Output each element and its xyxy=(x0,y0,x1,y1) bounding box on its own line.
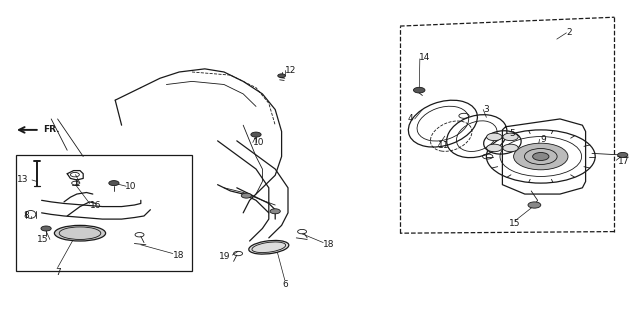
Bar xyxy=(16,155,192,271)
Text: 15: 15 xyxy=(509,219,521,228)
Circle shape xyxy=(486,144,502,152)
Text: FR.: FR. xyxy=(44,126,60,134)
Text: 19: 19 xyxy=(219,252,230,261)
Text: 11: 11 xyxy=(438,141,450,150)
Text: 18: 18 xyxy=(173,251,184,259)
Text: 10: 10 xyxy=(253,138,264,147)
Text: 2: 2 xyxy=(566,28,572,37)
Text: 5: 5 xyxy=(509,129,515,137)
Circle shape xyxy=(41,226,51,231)
Text: 4: 4 xyxy=(407,115,413,123)
Ellipse shape xyxy=(249,240,289,254)
Text: 18: 18 xyxy=(323,240,335,249)
Circle shape xyxy=(251,132,261,137)
Circle shape xyxy=(503,144,518,152)
Text: 14: 14 xyxy=(419,54,431,62)
Circle shape xyxy=(109,181,119,186)
Text: 8: 8 xyxy=(23,212,29,220)
Circle shape xyxy=(278,74,285,78)
Text: 16: 16 xyxy=(90,201,101,209)
Text: 17: 17 xyxy=(618,157,629,166)
Circle shape xyxy=(486,133,502,141)
Text: 13: 13 xyxy=(17,176,29,184)
Circle shape xyxy=(503,133,518,141)
Text: 9: 9 xyxy=(541,135,547,144)
Circle shape xyxy=(241,193,252,198)
Text: 10: 10 xyxy=(125,182,136,191)
Text: 12: 12 xyxy=(285,66,296,75)
Text: 1: 1 xyxy=(74,179,80,187)
Circle shape xyxy=(413,87,425,93)
Text: 7: 7 xyxy=(55,268,60,277)
Circle shape xyxy=(532,152,549,161)
Circle shape xyxy=(513,143,568,170)
Text: 15: 15 xyxy=(36,235,48,244)
Circle shape xyxy=(270,209,280,214)
Circle shape xyxy=(528,202,541,208)
Ellipse shape xyxy=(54,225,106,241)
Text: 6: 6 xyxy=(282,280,287,289)
Circle shape xyxy=(618,152,628,157)
Text: 3: 3 xyxy=(483,105,489,114)
